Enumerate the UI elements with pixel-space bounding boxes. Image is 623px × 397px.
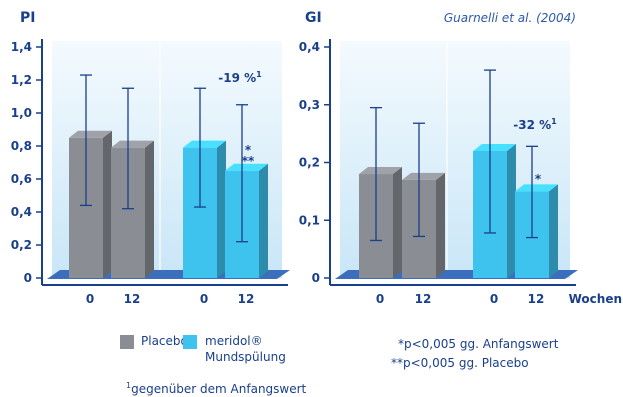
bar-top <box>473 143 516 151</box>
legend-label-placebo: Placebo <box>141 334 188 348</box>
significance-mark: * <box>245 143 252 157</box>
x-tick-label: 12 <box>238 292 255 306</box>
significance-note-1: *p<0,005 gg. Anfangswert <box>398 337 559 351</box>
bar <box>225 163 268 278</box>
bar <box>473 143 516 278</box>
bar-side <box>393 167 402 278</box>
x-tick-label: 12 <box>528 292 545 306</box>
bar-side <box>507 143 516 278</box>
bar-side <box>103 130 112 278</box>
bar <box>359 167 402 278</box>
y-tick-label: 0,2 <box>11 238 32 252</box>
bar-side <box>145 140 154 278</box>
bar <box>69 130 112 278</box>
reduction-annotation-sup: 1 <box>551 117 557 126</box>
legend-label-meridol-2: Mundspülung <box>205 350 286 364</box>
legend-swatch-placebo <box>120 335 134 349</box>
bar-top <box>69 130 112 138</box>
x-axis-label: Wochen <box>569 292 622 306</box>
x-tick-label: 0 <box>376 292 384 306</box>
chart-title: GI <box>305 10 322 26</box>
y-tick-label: 0 <box>312 271 320 285</box>
y-tick-label: 0,3 <box>299 98 320 112</box>
bar-top <box>359 167 402 175</box>
y-tick-label: 0,1 <box>299 213 320 227</box>
x-tick-label: 12 <box>124 292 141 306</box>
y-tick-label: 0,4 <box>11 205 32 219</box>
bar-top <box>111 140 154 148</box>
chart-panel-2: 0 0,1 0,2 0,3 0,4 GI 0 12 0 12 * -32 %1 Wochen <box>299 10 622 306</box>
x-tick-label: 12 <box>415 292 432 306</box>
legend-swatch-meridol <box>183 335 197 349</box>
x-tick-label: 0 <box>490 292 498 306</box>
footnote-text: gegenüber dem Anfangswert <box>131 382 307 396</box>
bar <box>183 140 226 278</box>
y-tick-label: 1,0 <box>11 106 32 120</box>
legend-label-meridol: meridol® <box>205 334 263 348</box>
chart-title: PI <box>20 10 35 26</box>
bar <box>515 184 558 278</box>
bar-side <box>549 184 558 278</box>
chart-panel-1: 0 0,2 0,4 0,6 0,8 1,0 1,2 1,4 PI 0 12 0 12 *** -19 %1 <box>11 10 290 306</box>
y-tick-label: 0,4 <box>299 40 320 54</box>
y-tick-label: 0,6 <box>11 172 32 186</box>
footnote-sup: 1 <box>126 381 132 390</box>
bar-top <box>183 140 226 148</box>
y-tick-label: 1,2 <box>11 73 32 87</box>
significance-mark: * <box>535 172 542 186</box>
bar-top <box>402 172 445 180</box>
y-tick-label: 0 <box>24 271 32 285</box>
source-citation: Guarnelli et al. (2004) <box>444 11 576 25</box>
significance-note-2: **p<0,005 gg. Placebo <box>391 356 529 370</box>
bar-side <box>436 172 445 278</box>
reduction-annotation: -19 %1 <box>218 70 262 85</box>
y-tick-label: 0,8 <box>11 139 32 153</box>
y-tick-label: 0,2 <box>299 156 320 170</box>
footnote: 1gegenüber dem Anfangswert <box>126 378 306 397</box>
bar <box>402 172 445 278</box>
bar-top <box>225 163 268 171</box>
bar-side <box>217 140 226 278</box>
bar-side <box>259 163 268 278</box>
significance-mark: ** <box>242 154 255 168</box>
reduction-annotation-sup: 1 <box>256 70 262 79</box>
x-tick-label: 0 <box>86 292 94 306</box>
x-tick-label: 0 <box>200 292 208 306</box>
bar-top <box>515 184 558 192</box>
y-tick-label: 1,4 <box>11 40 32 54</box>
reduction-annotation: -32 %1 <box>513 117 557 132</box>
